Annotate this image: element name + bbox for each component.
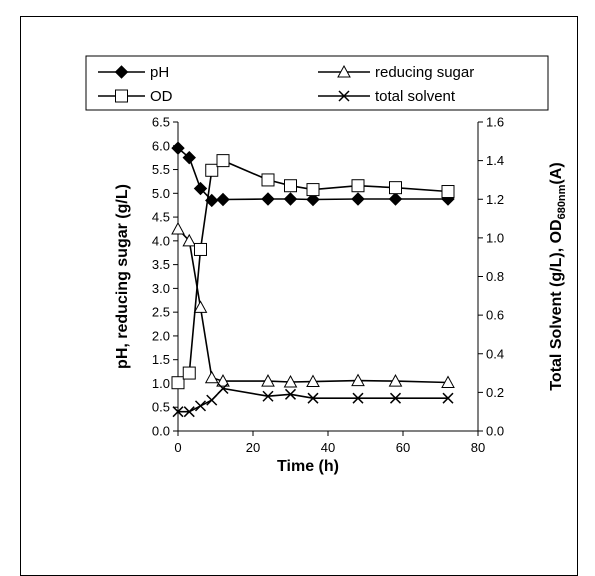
data-point-reducing-sugar <box>306 374 320 388</box>
legend-marker-pH <box>114 65 129 79</box>
y-right-tick-label: 0.6 <box>486 308 504 323</box>
x-axis-label: Time (h) <box>277 458 339 475</box>
data-point-reducing-sugar <box>441 375 455 389</box>
y-left-tick-label: 0.5 <box>152 400 170 415</box>
y-left-tick-label: 1.0 <box>152 376 170 391</box>
data-point-pH <box>351 192 365 206</box>
data-point-pH <box>261 192 275 206</box>
data-point-OD <box>441 185 455 199</box>
data-point-reducing-sugar <box>171 221 185 235</box>
y-left-tick-label: 2.0 <box>152 328 170 343</box>
y-right-label-subscript: 680nm <box>556 184 568 219</box>
x-tick-label: 60 <box>396 440 410 455</box>
data-point-OD <box>389 181 402 195</box>
y-right-label-suffix: (A) <box>548 162 565 184</box>
data-point-total-solvent <box>442 392 454 404</box>
data-point-pH <box>193 181 208 196</box>
y-right-tick-label: 1.4 <box>486 153 504 168</box>
y-right-tick-label: 0.4 <box>486 346 504 361</box>
data-point-total-solvent <box>352 392 364 404</box>
data-point-reducing-sugar <box>193 300 208 313</box>
data-point-OD <box>182 366 196 380</box>
data-point-pH <box>306 192 320 207</box>
data-point-pH <box>171 141 185 155</box>
x-tick-label: 0 <box>174 440 181 455</box>
y-left-tick-label: 0.0 <box>152 424 170 439</box>
legend-box <box>85 55 549 111</box>
data-point-reducing-sugar <box>261 374 275 387</box>
y-right-tick-label: 0.2 <box>486 385 504 400</box>
y-left-tick-label: 5.5 <box>152 162 170 177</box>
data-point-reducing-sugar <box>388 374 403 387</box>
data-point-total-solvent <box>194 400 207 412</box>
y-right-tick-label: 1.2 <box>486 192 504 207</box>
data-point-reducing-sugar <box>182 233 197 247</box>
data-point-OD <box>351 179 365 193</box>
y-left-axis-label: pH, reducing sugar (g/L) <box>114 184 131 369</box>
x-tick-label: 40 <box>321 440 335 455</box>
data-point-total-solvent <box>206 394 218 406</box>
data-point-total-solvent <box>172 406 184 418</box>
data-point-pH <box>182 150 196 165</box>
data-point-reducing-sugar <box>283 374 298 388</box>
data-point-reducing-sugar <box>216 374 230 387</box>
legend-label-OD: OD <box>150 88 173 105</box>
data-point-OD <box>216 154 230 168</box>
y-left-tick-label: 5.0 <box>152 186 170 201</box>
data-point-pH <box>283 192 298 206</box>
y-left-tick-label: 4.5 <box>152 210 170 225</box>
y-left-tick-label: 3.5 <box>152 257 170 272</box>
y-left-tick-label: 6.5 <box>152 115 170 130</box>
data-point-OD <box>306 183 320 197</box>
data-point-OD <box>194 242 207 256</box>
legend-label-reducing-sugar: reducing sugar <box>375 64 474 81</box>
y-left-tick-label: 2.5 <box>152 305 170 320</box>
data-point-total-solvent <box>183 406 195 418</box>
y-right-axis-label: Total Solvent (g/L), OD680nm(A) <box>548 162 568 390</box>
y-left-tick-label: 1.5 <box>152 352 170 367</box>
y-left-tick-label: 3.0 <box>152 281 170 296</box>
data-point-total-solvent <box>307 392 319 404</box>
data-point-pH <box>216 192 230 207</box>
data-point-pH <box>388 192 403 206</box>
legend-marker-total-solvent <box>338 90 350 102</box>
data-point-total-solvent <box>389 392 402 404</box>
y-right-label-main: Total Solvent (g/L), OD <box>548 219 565 390</box>
legend-marker-reducing-sugar <box>337 64 351 78</box>
data-point-reducing-sugar <box>351 373 365 387</box>
y-right-tick-label: 0.0 <box>486 424 504 439</box>
y-right-tick-label: 1.0 <box>486 230 504 245</box>
data-point-total-solvent <box>284 388 297 400</box>
y-right-tick-label: 0.8 <box>486 269 504 284</box>
y-left-tick-label: 6.0 <box>152 138 170 153</box>
data-point-OD <box>171 376 185 390</box>
x-tick-label: 80 <box>471 440 485 455</box>
series-line-reducing-sugar <box>177 228 449 384</box>
data-point-total-solvent <box>262 390 274 402</box>
y-right-tick-label: 1.6 <box>486 115 504 130</box>
data-point-OD <box>205 163 219 177</box>
data-point-total-solvent <box>217 382 229 395</box>
data-point-OD <box>284 179 297 193</box>
x-tick-label: 20 <box>246 440 260 455</box>
y-left-tick-label: 4.0 <box>152 233 170 248</box>
data-point-OD <box>261 173 275 187</box>
legend-label-total-solvent: total solvent <box>375 88 456 105</box>
legend-marker-OD <box>115 89 128 103</box>
data-point-reducing-sugar <box>204 370 219 384</box>
legend-label-pH: pH <box>150 64 169 81</box>
